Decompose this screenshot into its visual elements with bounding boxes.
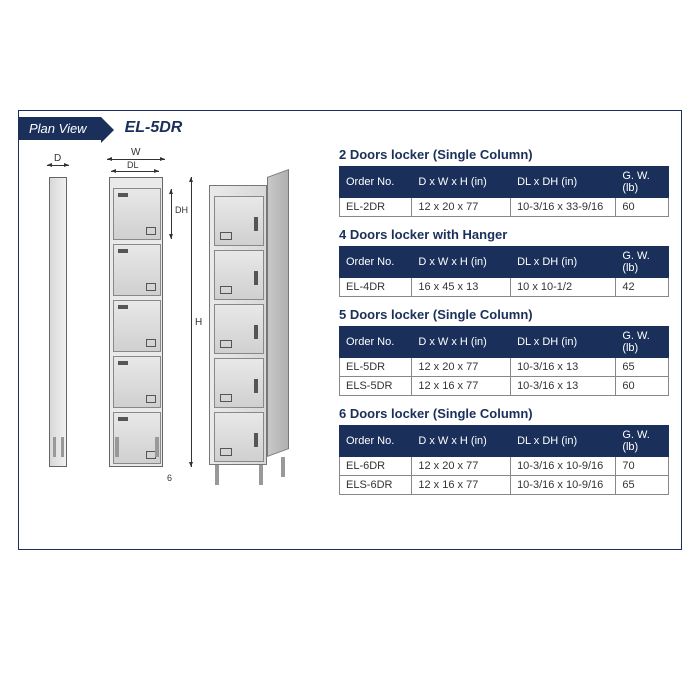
column-header: G. W. (lb) — [616, 247, 669, 278]
dim-leg-label: 6 — [167, 473, 172, 483]
spec-sheet-frame: Plan View EL-5DR D W DL — [18, 110, 682, 550]
column-header: D x W x H (in) — [412, 327, 511, 358]
dim-d-label: D — [54, 153, 61, 164]
side-elevation — [49, 177, 67, 467]
spec-table: Order No.D x W x H (in)DL x DH (in)G. W.… — [339, 166, 669, 217]
table-cell: EL-2DR — [340, 198, 412, 217]
table-cell: 12 x 16 x 77 — [412, 377, 511, 396]
column-header: DL x DH (in) — [511, 247, 616, 278]
table-cell: EL-5DR — [340, 358, 412, 377]
table-cell: 10-3/16 x 13 — [511, 377, 616, 396]
table-cell: 10-3/16 x 33-9/16 — [511, 198, 616, 217]
dim-w-label: W — [131, 147, 140, 158]
table-cell: 10 x 10-1/2 — [511, 278, 616, 297]
dim-dl-label: DL — [127, 160, 139, 170]
table-cell: 65 — [616, 358, 669, 377]
table-cell: 65 — [616, 476, 669, 495]
technical-diagram: D W DL DH — [19, 147, 339, 549]
table-cell: 12 x 20 x 77 — [412, 358, 511, 377]
table-cell: 12 x 16 x 77 — [412, 476, 511, 495]
header-bar: Plan View EL-5DR — [19, 115, 182, 141]
table-row: ELS-6DR12 x 16 x 7710-3/16 x 10-9/1665 — [340, 476, 669, 495]
isometric-view — [209, 167, 309, 487]
table-cell: ELS-6DR — [340, 476, 412, 495]
section-title: 4 Doors locker with Hanger — [339, 227, 669, 242]
table-cell: 16 x 45 x 13 — [412, 278, 511, 297]
table-cell: 60 — [616, 198, 669, 217]
column-header: DL x DH (in) — [511, 167, 616, 198]
table-row: EL-5DR12 x 20 x 7710-3/16 x 1365 — [340, 358, 669, 377]
column-header: G. W. (lb) — [616, 327, 669, 358]
column-header: Order No. — [340, 167, 412, 198]
table-row: ELS-5DR12 x 16 x 7710-3/16 x 1360 — [340, 377, 669, 396]
content-area: D W DL DH — [19, 147, 681, 549]
table-cell: 42 — [616, 278, 669, 297]
model-label: EL-5DR — [125, 119, 183, 137]
table-cell: EL-4DR — [340, 278, 412, 297]
table-cell: 12 x 20 x 77 — [412, 198, 511, 217]
table-cell: 10-3/16 x 10-9/16 — [511, 457, 616, 476]
table-cell: 12 x 20 x 77 — [412, 457, 511, 476]
column-header: Order No. — [340, 247, 412, 278]
column-header: DL x DH (in) — [511, 426, 616, 457]
column-header: D x W x H (in) — [412, 426, 511, 457]
table-cell: ELS-5DR — [340, 377, 412, 396]
front-elevation — [109, 177, 163, 467]
spec-table: Order No.D x W x H (in)DL x DH (in)G. W.… — [339, 425, 669, 495]
column-header: D x W x H (in) — [412, 167, 511, 198]
spec-tables: 2 Doors locker (Single Column)Order No.D… — [339, 147, 681, 549]
table-row: EL-6DR12 x 20 x 7710-3/16 x 10-9/1670 — [340, 457, 669, 476]
table-row: EL-2DR12 x 20 x 7710-3/16 x 33-9/1660 — [340, 198, 669, 217]
table-cell: 10-3/16 x 10-9/16 — [511, 476, 616, 495]
column-header: D x W x H (in) — [412, 247, 511, 278]
table-cell: 60 — [616, 377, 669, 396]
table-cell: 10-3/16 x 13 — [511, 358, 616, 377]
table-cell: 70 — [616, 457, 669, 476]
column-header: DL x DH (in) — [511, 327, 616, 358]
dim-h-label: H — [195, 317, 202, 328]
table-row: EL-4DR16 x 45 x 1310 x 10-1/242 — [340, 278, 669, 297]
column-header: G. W. (lb) — [616, 426, 669, 457]
table-cell: EL-6DR — [340, 457, 412, 476]
column-header: Order No. — [340, 327, 412, 358]
section-title: 6 Doors locker (Single Column) — [339, 406, 669, 421]
column-header: Order No. — [340, 426, 412, 457]
section-title: 2 Doors locker (Single Column) — [339, 147, 669, 162]
plan-view-tab: Plan View — [19, 117, 101, 140]
spec-table: Order No.D x W x H (in)DL x DH (in)G. W.… — [339, 246, 669, 297]
dim-dh-label: DH — [175, 205, 188, 215]
section-title: 5 Doors locker (Single Column) — [339, 307, 669, 322]
spec-table: Order No.D x W x H (in)DL x DH (in)G. W.… — [339, 326, 669, 396]
column-header: G. W. (lb) — [616, 167, 669, 198]
